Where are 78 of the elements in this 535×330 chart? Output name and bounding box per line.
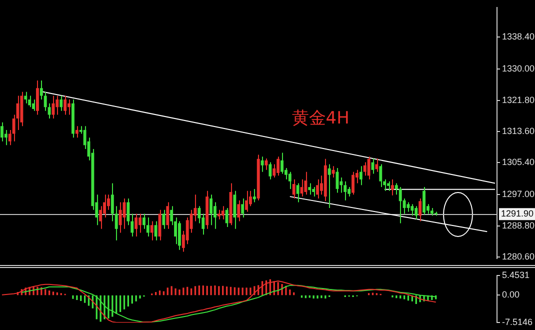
candlestick (375, 158, 378, 172)
candlestick (28, 95, 32, 108)
y-tick-label: 5.4531 (502, 270, 530, 280)
candlestick (245, 190, 248, 212)
candlestick (410, 204, 414, 216)
candlestick (221, 206, 224, 220)
candlestick (268, 162, 272, 180)
candlestick (56, 95, 59, 116)
candlestick (68, 99, 71, 116)
candlestick (252, 188, 256, 203)
candlestick (241, 198, 244, 218)
candlestick (414, 206, 418, 220)
candlestick (36, 80, 39, 116)
candlestick (332, 166, 335, 178)
candlestick (4, 129, 8, 146)
y-tick-label: 1313.60 (502, 126, 535, 136)
candlestick (308, 182, 312, 196)
candlestick (64, 95, 67, 116)
y-tick-label: -7.5146 (502, 317, 533, 328)
candlestick (237, 200, 240, 222)
candlestick (75, 126, 78, 138)
candlestick (280, 152, 284, 174)
candlestick (60, 95, 63, 112)
candlestick (359, 166, 362, 186)
candlestick (44, 91, 47, 112)
candlestick (217, 209, 220, 220)
y-tick-label: 1288.80 (502, 220, 535, 230)
candlestick (379, 164, 382, 188)
candlestick (210, 194, 213, 226)
candlestick (344, 180, 347, 201)
candlestick (48, 102, 51, 120)
candlestick (276, 156, 280, 176)
candlestick (296, 182, 300, 203)
candlestick (394, 182, 398, 196)
y-tick-label: 1305.40 (502, 157, 535, 168)
candlestick (142, 213, 146, 230)
candlestick (40, 80, 43, 100)
candlestick (154, 220, 158, 241)
candlestick (312, 186, 316, 198)
candlestick (150, 220, 154, 241)
candlestick (316, 178, 320, 199)
y-tick-label: 1297.00 (502, 189, 535, 200)
candlestick (110, 182, 114, 222)
candlestick (186, 216, 189, 245)
candlestick (138, 213, 142, 234)
candlestick (422, 186, 426, 215)
candlestick (134, 213, 138, 238)
candlestick (398, 186, 402, 224)
candlestick (292, 178, 296, 199)
candlestick (233, 190, 236, 230)
candlestick (162, 209, 166, 230)
candlestick (118, 202, 122, 234)
candlestick (352, 171, 355, 196)
candlestick (114, 206, 118, 241)
candlestick (24, 91, 28, 104)
candlestick (166, 202, 170, 230)
candlestick (0, 122, 4, 142)
ref-line-label: 1291.90 (501, 208, 534, 219)
y-tick-label: 1280.60 (502, 252, 535, 262)
candlestick (418, 198, 422, 222)
candlestick (363, 162, 366, 176)
candlestick (304, 171, 308, 196)
candlestick (260, 156, 264, 172)
y-tick-label: 1338.40 (502, 32, 535, 42)
annotation: 黄金4H (292, 108, 350, 129)
candlestick (390, 178, 394, 196)
candlestick (146, 216, 150, 238)
candlestick (367, 156, 370, 180)
candlestick (387, 180, 390, 192)
y-tick-label: 1330.00 (502, 64, 535, 74)
candlestick (328, 164, 331, 208)
candlestick (32, 99, 36, 112)
candlestick (178, 220, 181, 250)
y-tick-label: 1321.80 (502, 94, 535, 105)
candlestick (288, 171, 292, 190)
y-tick-label: 0.00 (502, 290, 520, 300)
candlestick (225, 207, 228, 228)
candlestick (99, 206, 102, 230)
